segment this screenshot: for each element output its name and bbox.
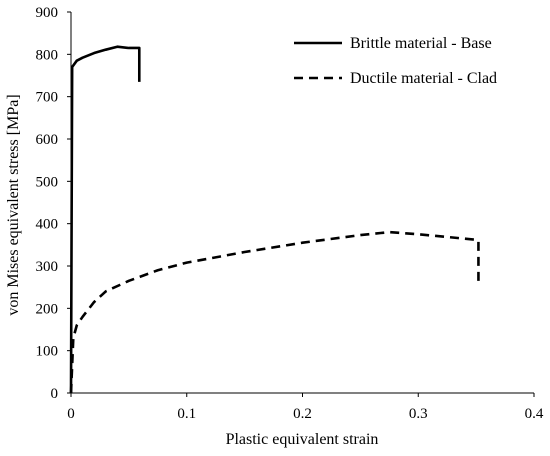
y-tick-label: 600: [36, 132, 59, 148]
y-tick-label: 500: [36, 174, 59, 190]
x-tick-label: 0.2: [293, 406, 312, 422]
series-line-base: [69, 45, 141, 394]
x-axis: 0 0.1 0.2 0.3 0.4: [67, 392, 544, 422]
y-tick-label: 0: [51, 386, 59, 402]
y-tick-label: 300: [36, 259, 59, 275]
y-tick-label: 800: [36, 47, 59, 63]
x-tick-label: 0: [67, 406, 75, 422]
x-tick-label: 0.4: [525, 406, 544, 422]
series-group: [69, 45, 480, 394]
y-tick-label: 900: [36, 5, 59, 21]
y-tick-label: 400: [36, 217, 59, 233]
y-tick-label: 200: [36, 301, 59, 317]
series-line-clad: [69, 230, 480, 394]
y-tick-label: 100: [36, 344, 59, 360]
y-axis-title: von Mises equivalent stress [MPa]: [5, 94, 22, 315]
x-axis-title: Plastic equivalent strain: [226, 431, 379, 448]
x-tick-label: 0.3: [409, 406, 428, 422]
legend-box: [286, 21, 532, 101]
legend-label-clad: Ductile material - Clad: [350, 70, 497, 87]
y-tick-label: 700: [36, 90, 59, 106]
legend: Brittle material - Base Ductile material…: [286, 21, 532, 101]
legend-label-base: Brittle material - Base: [350, 35, 492, 52]
x-tick-label: 0.1: [177, 406, 196, 422]
y-axis: 0 100 200 300 400 500 600 700 800 900: [36, 5, 72, 402]
